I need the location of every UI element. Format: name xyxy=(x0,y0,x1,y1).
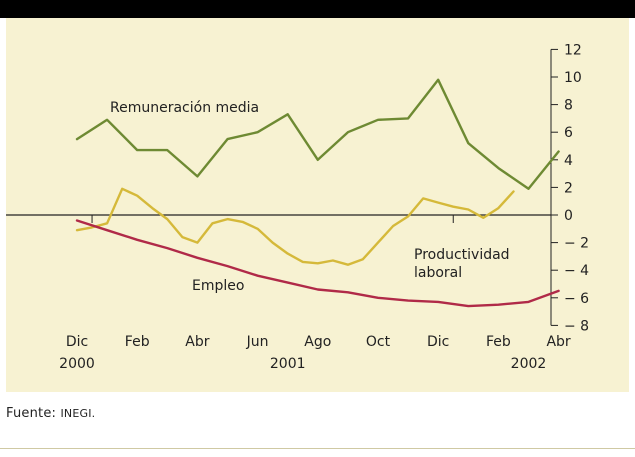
y-tick-label: 4 xyxy=(564,153,573,169)
series-label-empleo: Empleo xyxy=(192,278,244,294)
y-tick-label: − 6 xyxy=(564,291,589,307)
series-line-1 xyxy=(75,187,515,266)
y-tick-label: 6 xyxy=(564,125,573,141)
x-year-label: 2000 xyxy=(59,356,95,372)
series-label-productividad-line: Productividad xyxy=(414,247,510,263)
bottom-rule xyxy=(0,448,635,449)
source-prefix: Fuente: xyxy=(6,406,57,421)
x-tick-label: Oct xyxy=(366,334,391,350)
source-note: Fuente: INEGI. xyxy=(6,406,95,421)
x-tick-label: Ago xyxy=(304,334,331,350)
x-tick-label: Dic xyxy=(66,334,88,350)
y-tick-label: 8 xyxy=(564,98,573,114)
x-tick-label: Jun xyxy=(246,334,269,350)
y-tick-label: − 8 xyxy=(564,318,589,334)
x-tick-label: Feb xyxy=(486,334,511,350)
y-tick-label: − 4 xyxy=(564,263,589,279)
top-rule xyxy=(0,0,635,18)
x-year-label: 2002 xyxy=(511,356,547,372)
x-tick-label: Dic xyxy=(427,334,449,350)
series-line-2 xyxy=(75,219,560,308)
chart-plot-area: 12 10 8 6 4 2 0 − 2 − 4 − 6 − 8 Remuneración media P… xyxy=(6,18,629,392)
x-tick-label: Abr xyxy=(185,334,209,350)
series-line-0 xyxy=(75,78,560,190)
series-label-productividad: Productividad laboral xyxy=(414,247,510,281)
series-label-remuneracion: Remuneración media xyxy=(110,100,259,116)
line-chart: 12 10 8 6 4 2 0 − 2 − 4 − 6 − 8 Remuneración media P… xyxy=(6,18,629,392)
x-tick-label: Abr xyxy=(546,334,570,350)
plot-background xyxy=(6,18,629,392)
y-tick-label: 10 xyxy=(564,70,582,86)
y-tick-label: − 2 xyxy=(564,236,589,252)
x-tick-label: Feb xyxy=(125,334,150,350)
source-org: INEGI. xyxy=(60,407,96,420)
x-year-label: 2001 xyxy=(270,356,306,372)
y-tick-label: 2 xyxy=(564,180,573,196)
y-tick-label: 12 xyxy=(564,42,582,58)
series-label-productividad-line: laboral xyxy=(414,265,462,281)
y-tick-label: 0 xyxy=(564,208,573,224)
